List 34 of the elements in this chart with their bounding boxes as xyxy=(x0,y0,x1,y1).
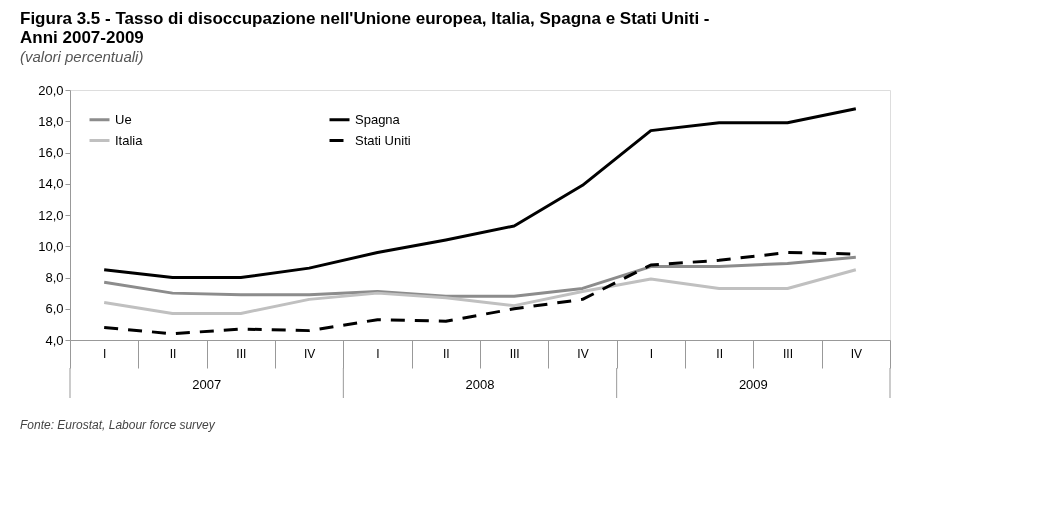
y-tick-label: 12,0 xyxy=(38,207,64,223)
chart-subtitle: (valori percentuali) xyxy=(20,48,144,65)
x-tick-label: III xyxy=(236,346,247,361)
x-tick-label: I xyxy=(102,346,107,361)
x-tick-label: IV xyxy=(577,346,589,361)
x-tick-label: I xyxy=(649,346,654,361)
source-note: Fonte: Eurostat, Labour force survey xyxy=(20,418,216,432)
y-tick-label: 14,0 xyxy=(38,176,64,192)
y-tick-label: 4,0 xyxy=(45,332,64,348)
y-tick-label: 20,0 xyxy=(38,82,64,98)
text: 2007 xyxy=(192,377,222,392)
x-tick-label: II xyxy=(169,346,177,361)
y-tick-label: 18,0 xyxy=(38,113,64,129)
x-tick-label: II xyxy=(443,346,450,361)
chart-title: Figura 3.5 - Tasso di disoccupazione nell'Unione europea, Italia, Spagna e Stati Uniti - Anni 2007-2009 xyxy=(20,9,710,47)
y-tick-label: 10,0 xyxy=(38,238,64,254)
legend-label: Italia xyxy=(115,132,144,148)
line-series xyxy=(102,255,858,298)
y-tick-label: 6,0 xyxy=(45,301,64,317)
legend-label: Ue xyxy=(115,111,132,127)
x-tick-label: III xyxy=(782,346,794,361)
line-series xyxy=(102,268,858,315)
text: 2009 xyxy=(738,377,768,392)
y-tick-label: 16,0 xyxy=(38,145,64,160)
line-series xyxy=(102,107,858,279)
x-tick-label: IV xyxy=(850,346,863,361)
legend-label: Stati Uniti xyxy=(355,132,411,148)
legend-label: Spagna xyxy=(355,111,401,127)
y-tick-label: 8,0 xyxy=(45,270,64,285)
text: 2008 xyxy=(465,377,495,392)
x-tick-label: IV xyxy=(303,346,316,361)
x-tick-label: III xyxy=(509,346,520,361)
x-tick-label: I xyxy=(376,346,380,361)
x-tick-label: II xyxy=(716,346,723,361)
